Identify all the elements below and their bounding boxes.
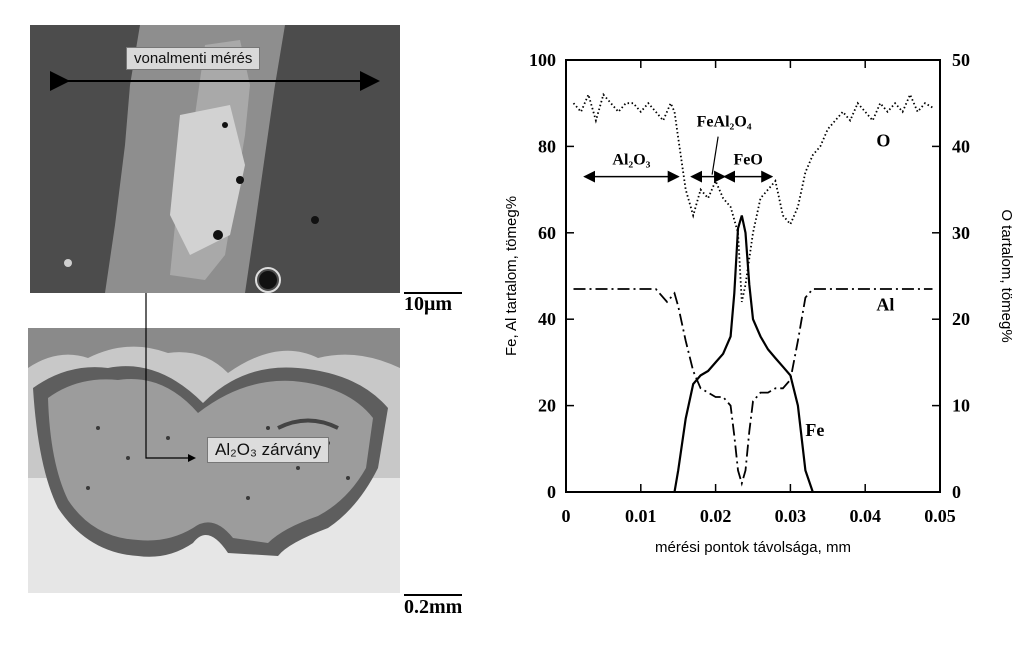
measure-line-arrow xyxy=(50,71,380,91)
x-axis-label: mérési pontok távolsága, mm xyxy=(655,539,851,556)
x-tick-label: 0.01 xyxy=(625,506,657,526)
series-line-fe xyxy=(673,215,814,493)
measure-line-label: vonalmenti mérés xyxy=(126,47,261,70)
y-tick-label-right: 30 xyxy=(952,223,970,243)
y-axis-label-left: Fe, Al tartalom, tömeg% xyxy=(503,196,520,356)
scale-label-top: 10μm xyxy=(404,293,452,315)
x-tick-label: 0 xyxy=(562,506,571,526)
x-tick-label: 0.02 xyxy=(700,506,732,526)
y-tick-label-left: 100 xyxy=(529,50,556,70)
series-label-o: O xyxy=(876,130,890,150)
phase-label-leader xyxy=(711,136,719,175)
series-label-fe: Fe xyxy=(805,420,824,440)
plot-frame xyxy=(565,59,941,493)
phase-label: FeAl₂O₄ xyxy=(697,114,752,131)
y-tick-label-right: 10 xyxy=(952,396,970,416)
y-tick-label-left: 0 xyxy=(547,482,556,502)
series-label-al: Al xyxy=(876,295,894,315)
scale-bar-bottom xyxy=(404,594,462,596)
inclusion-label: Al₂O₃ zárvány xyxy=(207,437,330,463)
y-tick-label-left: 60 xyxy=(538,223,556,243)
y-tick-label-right: 0 xyxy=(952,482,961,502)
y-tick-label-right: 40 xyxy=(952,136,970,156)
y-tick-label-left: 80 xyxy=(538,136,556,156)
inclusion-formula: Al₂O₃ xyxy=(215,440,257,459)
scale-label-bottom: 0.2mm xyxy=(404,596,463,618)
y-tick-label-right: 50 xyxy=(952,50,970,70)
y-tick-label-left: 20 xyxy=(538,396,556,416)
phase-label: Al₂O₃ xyxy=(612,152,650,169)
y-tick-label-left: 40 xyxy=(538,309,556,329)
inclusion-word: zárvány xyxy=(261,440,322,459)
scale-bar-top xyxy=(404,292,462,294)
series-line-o xyxy=(572,91,933,303)
x-tick-label: 0.05 xyxy=(924,506,956,526)
sem-micrograph: vonalmenti mérés xyxy=(30,25,400,293)
series-line-al xyxy=(573,288,933,487)
x-tick-label: 0.03 xyxy=(775,506,807,526)
y-tick-label-right: 20 xyxy=(952,309,970,329)
y-axis-label-right: O tartalom, tömeg% xyxy=(998,209,1015,342)
x-tick-label: 0.04 xyxy=(849,506,881,526)
phase-label: FeO xyxy=(733,152,762,169)
